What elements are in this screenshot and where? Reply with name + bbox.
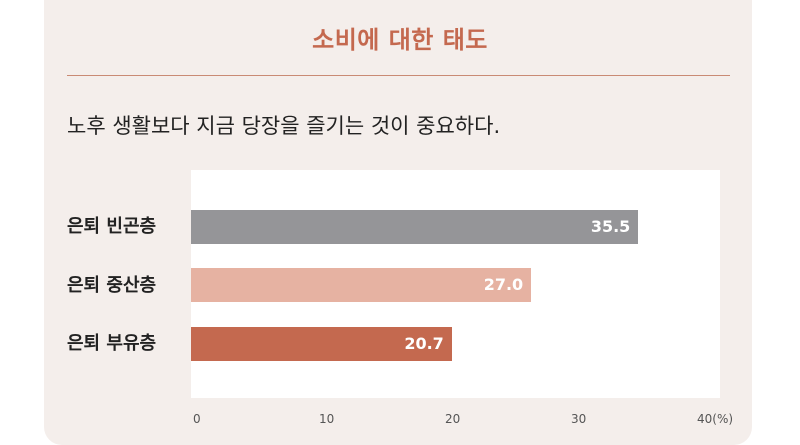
title-divider [67, 75, 730, 76]
bar-poor [191, 210, 639, 244]
bar-middle [191, 268, 532, 302]
category-label-middle: 은퇴 중산층 [67, 275, 157, 296]
bar-value-label-middle: 27.0 [483, 275, 524, 294]
bar-rich [191, 327, 452, 361]
x-tick-label: 20 [445, 412, 461, 426]
x-tick-label: 10 [319, 412, 335, 426]
bar-value-label-poor: 35.5 [590, 217, 631, 236]
category-label-poor: 은퇴 빈곤층 [67, 216, 157, 237]
chart-title: 소비에 대한 태도 [312, 26, 488, 54]
survey-question: 노후 생활보다 지금 당장을 즐기는 것이 중요하다. [67, 114, 501, 138]
bar-value-label-rich: 20.7 [404, 334, 444, 353]
x-tick-label: 40(%) [697, 412, 734, 426]
category-label-rich: 은퇴 부유층 [67, 333, 157, 354]
x-tick-label: 0 [193, 412, 201, 426]
x-tick-label: 30 [571, 412, 587, 426]
